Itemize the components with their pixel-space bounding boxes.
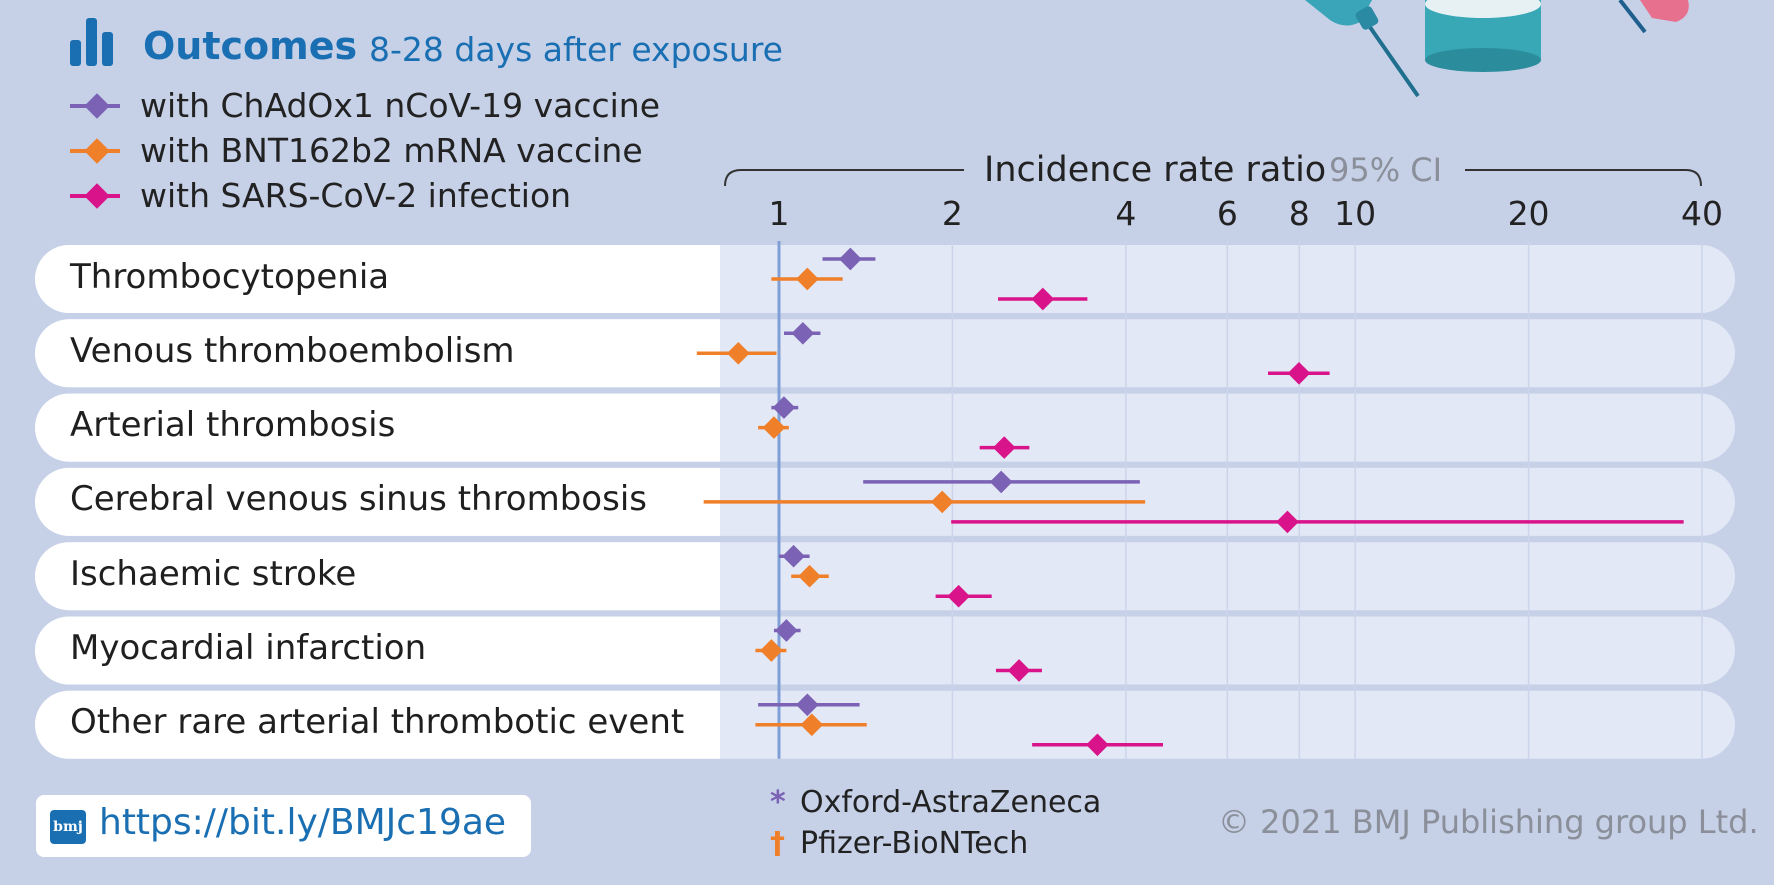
x-tick-label: 4 — [1115, 194, 1136, 233]
legend-diamond — [84, 138, 110, 164]
estimate-point — [947, 584, 970, 608]
estimate-point — [989, 470, 1013, 494]
chart-subtitle: 8-28 days after exposure — [369, 30, 783, 69]
estimate-point — [1276, 510, 1299, 534]
estimate-point — [930, 490, 954, 514]
axis-bracket — [724, 169, 1702, 187]
article-link[interactable]: https://bit.ly/BMJc19ae — [99, 802, 507, 843]
row-label-myocardial-infarction: Myocardial infarction — [70, 628, 427, 668]
estimate-point — [1007, 659, 1031, 682]
legend-markers — [70, 93, 120, 209]
x-tick-label: 40 — [1681, 194, 1723, 233]
estimate-point — [796, 267, 819, 291]
row-label-arterial-thrombosis: Arterial thrombosis — [70, 405, 396, 445]
x-tick-label: 20 — [1508, 194, 1550, 233]
estimate-point — [760, 639, 783, 662]
link-box[interactable]: bmj https://bit.ly/BMJc19ae — [36, 795, 531, 857]
estimate-point — [800, 713, 824, 737]
footnote-label: Oxford-AstraZeneca — [800, 785, 1102, 820]
legend-diamond — [84, 183, 110, 209]
x-tick-label: 10 — [1334, 194, 1376, 233]
row-label-ischaemic-stroke: Ischaemic stroke — [70, 554, 357, 594]
row-label-band — [35, 393, 720, 462]
estimate-point — [992, 436, 1016, 459]
x-axis-label-note: 95% CI — [1329, 151, 1442, 189]
row-label-band — [35, 245, 720, 313]
bar-chart-icon — [70, 18, 113, 66]
row-label-band — [35, 542, 720, 611]
legend-label: with SARS-CoV-2 infection — [140, 176, 572, 215]
row-label-venous-thromboembolism: Venous thromboembolism — [70, 331, 515, 371]
footnote-oxford: * Oxford-AstraZeneca — [770, 785, 1101, 820]
estimate-point — [1287, 361, 1311, 385]
row-label-band — [35, 319, 720, 388]
row-label-band — [34, 467, 720, 536]
x-tick-label: 6 — [1217, 194, 1238, 233]
row-label-band — [35, 616, 720, 685]
x-tick-label: 2 — [942, 194, 963, 233]
x-tick-label: 1 — [769, 194, 790, 233]
estimate-point — [727, 341, 750, 365]
footnote-pfizer: † Pfizer-BioNTech — [770, 826, 1028, 861]
legend-label: with ChAdOx1 nCoV-19 vaccine — [140, 86, 660, 125]
estimate-point — [1031, 287, 1055, 311]
row-label-thrombocytopenia: Thrombocytopenia — [70, 257, 390, 297]
estimate-point — [772, 396, 796, 419]
vial-illustration — [1425, 0, 1689, 72]
footnote-label: Pfizer-BioNTech — [800, 826, 1029, 861]
row-label-band — [35, 690, 720, 759]
row-label-other-rare-arterial-event: Other rare arterial thrombotic event — [70, 702, 685, 742]
estimate-point — [798, 564, 821, 588]
asterisk-mark: * — [770, 785, 786, 820]
x-axis-label: Incidence rate ratio — [984, 150, 1326, 190]
estimate-point — [782, 544, 805, 568]
legend-diamond — [84, 93, 110, 119]
copyright: © 2021 BMJ Publishing group Ltd. — [1218, 803, 1759, 841]
estimate-point — [791, 321, 815, 345]
chart-title: Outcomes — [143, 24, 358, 68]
estimate-point — [775, 619, 798, 642]
estimate-point — [796, 693, 819, 717]
x-tick-label: 8 — [1289, 194, 1310, 233]
syringe-illustration — [1305, 0, 1420, 98]
estimate-point — [762, 416, 786, 439]
estimate-point — [1086, 733, 1109, 757]
legend-label: with BNT162b2 mRNA vaccine — [140, 131, 643, 170]
dagger-mark: † — [770, 826, 785, 861]
bmj-logo: bmj — [50, 810, 86, 844]
row-label-cerebral-venous-sinus-thrombosis: Cerebral venous sinus thrombosis — [70, 479, 647, 519]
